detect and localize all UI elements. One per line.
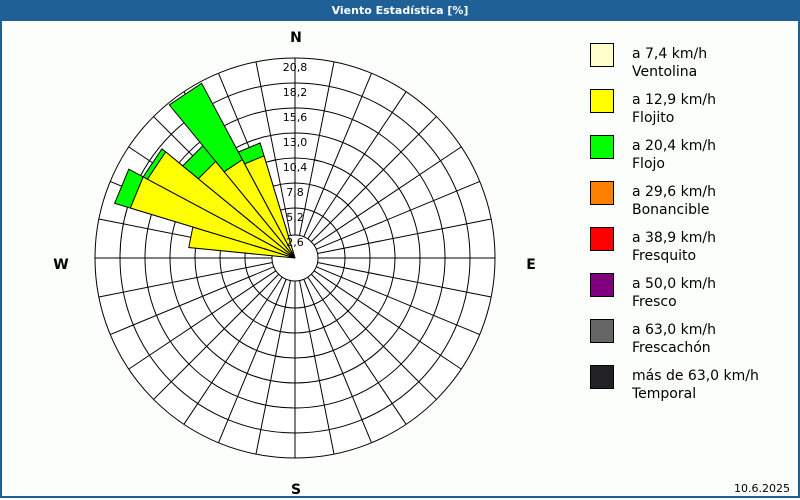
legend-class: Ventolina — [632, 64, 698, 80]
east-label: E — [526, 257, 536, 273]
grid-spoke — [310, 273, 437, 400]
legend-class: Bonancible — [632, 202, 710, 218]
grid-spoke — [255, 280, 292, 455]
grid-spoke — [307, 276, 407, 425]
west-label: W — [53, 257, 68, 273]
window-title: Viento Estadística [%] — [0, 0, 800, 21]
radial-tick-label: 7,8 — [286, 186, 304, 199]
legend-class: Flojito — [632, 110, 675, 126]
legend-swatch — [590, 319, 614, 343]
legend-text: a 29,6 km/h Bonancible — [632, 183, 716, 219]
sectors — [113, 82, 296, 259]
legend-swatch — [590, 181, 614, 205]
grid-spoke — [313, 146, 462, 246]
legend-text: a 7,4 km/h Ventolina — [632, 45, 707, 81]
grid-spoke — [128, 270, 277, 370]
legend-text: más de 63,0 km/h Temporal — [632, 367, 759, 403]
date-label: 10.6.2025 — [734, 482, 790, 495]
legend-text: a 38,9 km/h Fresquito — [632, 229, 716, 265]
radial-tick-label: 18,2 — [283, 86, 308, 99]
radial-tick-label: 13,0 — [283, 136, 308, 149]
legend-text: a 20,4 km/h Flojo — [632, 137, 716, 173]
grid-spoke — [307, 91, 407, 240]
legend-swatch — [590, 43, 614, 67]
grid-spoke — [110, 266, 274, 335]
grid-spoke — [153, 273, 280, 400]
grid-spoke — [255, 61, 292, 236]
legend-swatch — [590, 227, 614, 251]
legend-swatch — [590, 89, 614, 113]
grid-spoke — [303, 73, 372, 237]
grid-spoke — [298, 280, 335, 455]
legend-swatch — [590, 135, 614, 159]
radial-tick-label: 2,6 — [286, 236, 304, 249]
legend-speed: a 63,0 km/h — [632, 322, 716, 338]
legend-text: a 12,9 km/h Flojito — [632, 91, 716, 127]
legend-class: Fresquito — [632, 248, 697, 264]
legend-swatch — [590, 273, 614, 297]
legend-class: Flojo — [632, 156, 665, 172]
legend-speed: a 29,6 km/h — [632, 184, 716, 200]
legend-speed: a 20,4 km/h — [632, 138, 716, 154]
legend-speed: más de 63,0 km/h — [632, 368, 759, 384]
grid-spoke — [218, 279, 287, 443]
grid-spoke — [310, 116, 437, 243]
grid-spoke — [317, 261, 492, 298]
legend-speed: a 12,9 km/h — [632, 92, 716, 108]
legend-swatch — [590, 365, 614, 389]
legend-speed: a 7,4 km/h — [632, 46, 708, 62]
radial-tick-label: 10,4 — [283, 161, 308, 174]
radial-labels: 2,6 5,2 7,8 10,4 13,0 15,6 18,2 20,8 — [283, 61, 308, 249]
grid-spoke — [313, 270, 462, 370]
legend-speed: a 38,9 km/h — [632, 230, 716, 246]
grid-spoke — [298, 61, 335, 236]
grid-spoke — [98, 261, 273, 298]
legend-class: Temporal — [632, 386, 697, 402]
grid-spoke — [316, 181, 480, 250]
grid-spoke — [183, 276, 283, 425]
radial-tick-label: 15,6 — [283, 111, 308, 124]
grid-spoke — [303, 279, 372, 443]
legend-text: a 50,0 km/h Fresco — [632, 275, 716, 311]
sector-flojito-337.5 — [243, 155, 296, 259]
grid-spoke — [316, 266, 480, 335]
radial-tick-label: 20,8 — [283, 61, 308, 74]
legend-class: Frescachón — [632, 340, 711, 356]
south-label: S — [291, 482, 301, 498]
grid-spoke — [317, 218, 492, 255]
north-label: N — [290, 30, 302, 46]
radial-tick-label: 5,2 — [286, 211, 304, 224]
legend-class: Fresco — [632, 294, 677, 310]
legend-text: a 63,0 km/h Frescachón — [632, 321, 716, 357]
legend-speed: a 50,0 km/h — [632, 276, 716, 292]
